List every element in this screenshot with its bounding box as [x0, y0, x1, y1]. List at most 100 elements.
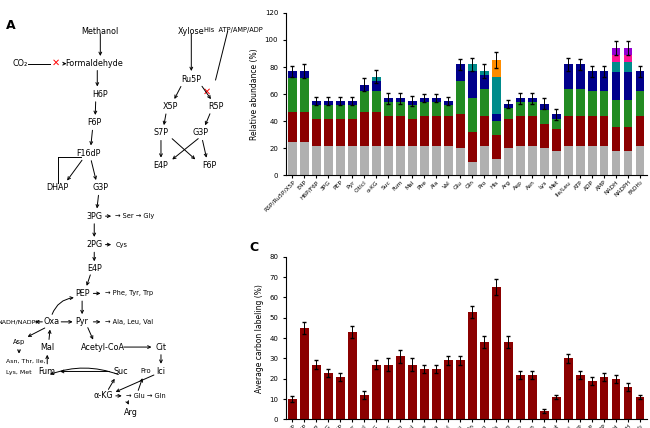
- Bar: [600, 92, 608, 116]
- Text: Ici: Ici: [157, 367, 166, 376]
- Bar: [612, 48, 621, 55]
- Text: A: A: [6, 19, 16, 32]
- Bar: [480, 146, 489, 175]
- Bar: [336, 119, 344, 146]
- Text: Suc: Suc: [114, 367, 128, 376]
- Bar: [480, 342, 489, 419]
- Bar: [444, 105, 452, 116]
- Text: NADH/NADPH: NADH/NADPH: [0, 319, 40, 324]
- Text: X5P: X5P: [162, 102, 177, 111]
- Bar: [588, 116, 597, 146]
- Bar: [480, 75, 489, 89]
- Bar: [384, 365, 393, 419]
- Bar: [456, 360, 465, 419]
- Bar: [312, 146, 320, 175]
- Bar: [360, 85, 369, 92]
- Bar: [360, 146, 369, 175]
- Bar: [348, 119, 357, 146]
- Bar: [612, 127, 621, 151]
- Bar: [384, 102, 393, 116]
- Bar: [300, 112, 309, 142]
- Text: Oxa: Oxa: [44, 317, 60, 327]
- Bar: [516, 375, 525, 419]
- Bar: [504, 119, 513, 149]
- Bar: [636, 397, 644, 419]
- Bar: [588, 92, 597, 116]
- Bar: [564, 146, 573, 175]
- Bar: [348, 101, 357, 105]
- Bar: [624, 387, 632, 419]
- Bar: [612, 72, 621, 100]
- Bar: [384, 116, 393, 146]
- Bar: [600, 146, 608, 175]
- Bar: [612, 62, 621, 72]
- Bar: [408, 365, 417, 419]
- Text: His  ATP/AMP/ADP: His ATP/AMP/ADP: [204, 27, 263, 33]
- Bar: [588, 381, 597, 419]
- Bar: [552, 129, 560, 151]
- Bar: [552, 115, 560, 119]
- Bar: [300, 328, 309, 419]
- Bar: [492, 135, 500, 159]
- Bar: [456, 149, 465, 175]
- Bar: [528, 146, 536, 175]
- Bar: [444, 360, 452, 419]
- Bar: [396, 357, 405, 419]
- Bar: [504, 149, 513, 175]
- Bar: [348, 332, 357, 419]
- Text: C: C: [250, 241, 259, 253]
- Bar: [600, 71, 608, 92]
- Bar: [624, 62, 632, 72]
- Bar: [324, 146, 333, 175]
- Text: Ru5P: Ru5P: [181, 75, 202, 84]
- Bar: [480, 89, 489, 116]
- Text: 2PG: 2PG: [86, 240, 102, 249]
- Bar: [468, 312, 476, 419]
- Bar: [468, 98, 476, 132]
- Bar: [504, 104, 513, 108]
- Bar: [504, 108, 513, 119]
- Bar: [480, 116, 489, 146]
- Bar: [384, 98, 393, 102]
- Bar: [408, 101, 417, 105]
- Bar: [588, 71, 597, 92]
- Bar: [480, 71, 489, 75]
- Text: Xylose: Xylose: [178, 27, 205, 36]
- Text: H6P: H6P: [92, 89, 108, 99]
- Bar: [492, 115, 500, 121]
- Bar: [360, 112, 369, 146]
- Bar: [552, 151, 560, 175]
- Bar: [624, 100, 632, 127]
- Bar: [336, 105, 344, 119]
- Bar: [624, 151, 632, 175]
- Text: → Ala, Leu, Val: → Ala, Leu, Val: [105, 319, 153, 325]
- Bar: [432, 98, 441, 102]
- Bar: [372, 77, 381, 80]
- Bar: [360, 92, 369, 112]
- Bar: [588, 146, 597, 175]
- Bar: [540, 149, 549, 175]
- Bar: [468, 71, 476, 98]
- Bar: [456, 80, 465, 115]
- Bar: [564, 116, 573, 146]
- Bar: [372, 92, 381, 112]
- Text: Fum: Fum: [38, 367, 56, 376]
- Bar: [624, 127, 632, 151]
- Bar: [312, 119, 320, 146]
- Bar: [372, 112, 381, 146]
- Bar: [612, 55, 621, 62]
- Bar: [396, 146, 405, 175]
- Bar: [612, 379, 621, 419]
- Bar: [396, 116, 405, 146]
- Text: Formaldehyde: Formaldehyde: [66, 59, 123, 68]
- Bar: [420, 98, 428, 102]
- Bar: [576, 89, 584, 116]
- Bar: [504, 342, 513, 419]
- Bar: [528, 102, 536, 116]
- Bar: [516, 98, 525, 102]
- Bar: [420, 146, 428, 175]
- Bar: [288, 399, 296, 419]
- Bar: [492, 159, 500, 175]
- Bar: [516, 116, 525, 146]
- Bar: [492, 60, 500, 77]
